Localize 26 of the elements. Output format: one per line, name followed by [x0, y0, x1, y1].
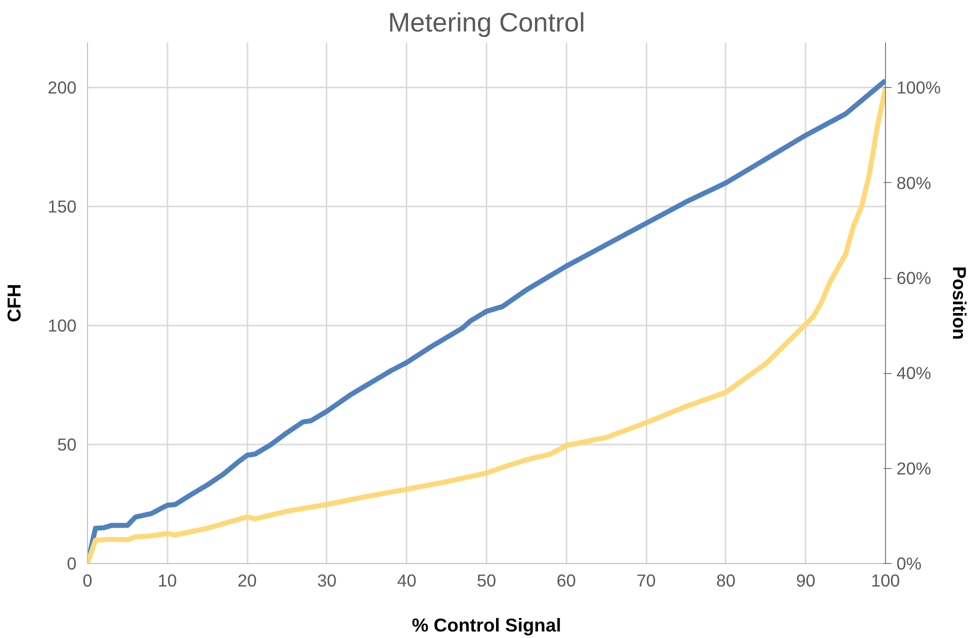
- x-tick-label: 50: [476, 570, 496, 590]
- y-tick-label: 50: [57, 434, 77, 455]
- y2-tick-label: 0%: [896, 554, 922, 574]
- x-tick-label: 80: [716, 570, 736, 590]
- y-tick-label: 200: [48, 78, 77, 98]
- y2-tick-label: 100%: [896, 78, 941, 98]
- y2-axis-title: Position: [948, 266, 970, 340]
- y-tick-label: 100: [48, 316, 77, 336]
- x-tick-label: 10: [158, 570, 177, 590]
- x-tick-label: 40: [397, 570, 416, 590]
- y2-tick-label: 60%: [896, 268, 932, 288]
- x-tick-label: 60: [556, 570, 576, 590]
- x-tick-label: 20: [237, 570, 257, 590]
- y-tick-label: 150: [48, 196, 77, 217]
- y-tick-label: 0: [66, 554, 77, 574]
- y2-tick-label: 80%: [896, 172, 932, 193]
- y-axis-title: CFH: [4, 284, 25, 322]
- x-tick-label: 90: [796, 570, 816, 590]
- x-axis-title: % Control Signal: [412, 614, 562, 636]
- x-tick-label: 30: [317, 570, 337, 590]
- y2-tick-label: 20%: [896, 458, 932, 478]
- chart-title: Metering Control: [388, 8, 586, 38]
- x-tick-label: 70: [636, 570, 656, 590]
- x-tick-label: 0: [82, 570, 92, 590]
- y2-tick-label: 40%: [896, 363, 932, 384]
- x-tick-label: 100: [871, 570, 900, 590]
